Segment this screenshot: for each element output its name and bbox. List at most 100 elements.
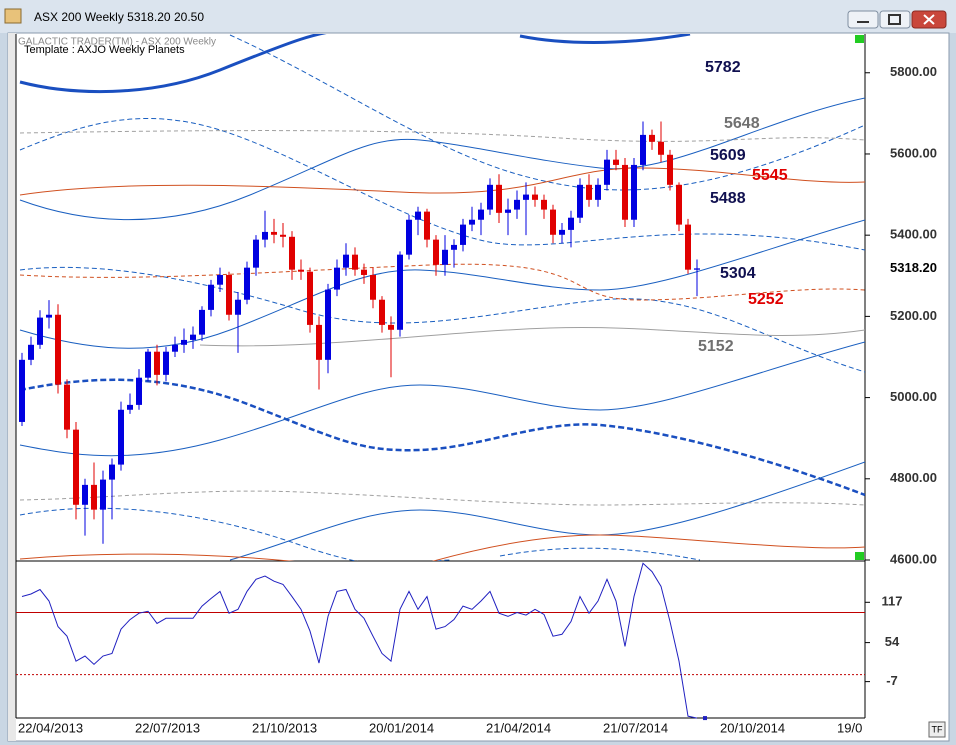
candle-body — [280, 234, 286, 237]
candle-body — [199, 309, 205, 335]
candle-body — [55, 314, 61, 385]
candle-body — [316, 324, 322, 360]
title-bar — [0, 0, 956, 33]
candle-body — [577, 184, 583, 218]
candle-body — [172, 344, 178, 352]
minimize-button[interactable] — [847, 10, 879, 29]
planet-line — [19, 130, 865, 142]
y-tick-label: -7 — [886, 673, 898, 688]
candle-body — [64, 384, 70, 430]
candle-body — [604, 159, 610, 185]
level-label: 5648 — [724, 115, 760, 132]
candle-body — [640, 134, 646, 165]
y-tick-label: 5000.00 — [890, 389, 937, 404]
maximize-icon — [888, 14, 901, 25]
x-tick-label: 19/0 — [837, 720, 862, 735]
candle-body — [532, 194, 538, 200]
candle-body — [118, 409, 124, 465]
candle-body — [262, 231, 268, 240]
candle-body — [352, 254, 358, 270]
candle-body — [568, 217, 574, 230]
last-price-label: 5318.20 — [890, 260, 937, 275]
candle-body — [559, 229, 565, 235]
candle-body — [496, 184, 502, 213]
y-tick-label: 4800.00 — [890, 470, 937, 485]
planet-line — [19, 378, 865, 497]
candle-body — [82, 484, 88, 505]
y-tick-label: 5600.00 — [890, 145, 937, 160]
candle-body — [361, 269, 367, 275]
candle-body — [613, 159, 619, 165]
candle-body — [208, 284, 214, 310]
planet-line — [199, 327, 865, 347]
planet-line — [19, 97, 865, 221]
candle-body — [127, 404, 133, 410]
candle-body — [298, 269, 304, 272]
candle-body — [244, 267, 250, 300]
candle-body — [343, 254, 349, 268]
planet-line — [19, 167, 865, 196]
candle-body — [37, 317, 43, 345]
candle-body — [91, 484, 97, 510]
y-tick-label: 5800.00 — [890, 64, 937, 79]
level-label: 5488 — [710, 190, 746, 207]
candle-body — [424, 211, 430, 240]
planet-line — [519, 34, 691, 44]
pane-marker — [855, 35, 864, 43]
candle-body — [406, 219, 412, 255]
marks: 4600.00 4800.00 5000.00 5200.00 5400.00 5600.… — [16, 59, 942, 735]
x-tick-label: 20/10/2014 — [720, 720, 785, 735]
candle-body — [451, 244, 457, 250]
planet-line — [431, 534, 865, 561]
planet-line — [229, 461, 865, 561]
candle-body — [217, 274, 223, 285]
candle-body — [235, 299, 241, 315]
x-tick-label: 21/07/2014 — [603, 720, 668, 735]
candle-body — [307, 271, 313, 325]
planet-line — [19, 507, 451, 561]
level-label: 5545 — [752, 167, 788, 184]
x-tick-label: 22/07/2013 — [135, 720, 200, 735]
candle-body — [73, 429, 79, 505]
candle-body — [226, 274, 232, 315]
candle-body — [289, 236, 295, 270]
candle-body — [523, 194, 529, 200]
candle-body — [586, 184, 592, 200]
level-label: 5782 — [705, 59, 741, 76]
last-price-box — [870, 260, 942, 277]
planet-line — [19, 263, 865, 301]
planet-line — [19, 118, 865, 251]
candle-body — [100, 479, 106, 510]
candle-body — [487, 184, 493, 210]
tf-button[interactable] — [928, 721, 946, 738]
candle-body — [649, 134, 655, 142]
planet-line — [19, 266, 865, 373]
candle-body — [442, 249, 448, 265]
candle-body — [478, 209, 484, 220]
candle-body — [622, 164, 628, 220]
app-icon — [4, 8, 22, 24]
candle-body — [190, 334, 196, 340]
candle-body — [388, 324, 394, 330]
candle-body — [541, 199, 547, 210]
oscillator-line — [21, 562, 698, 719]
candle-body — [370, 274, 376, 300]
candle-body — [415, 211, 421, 220]
planet-line — [19, 341, 865, 457]
y-tick-label: 54 — [885, 634, 900, 649]
candle-body — [271, 231, 277, 235]
candle-body — [433, 239, 439, 265]
planet-line — [19, 490, 865, 506]
planet-line — [19, 34, 327, 94]
candle-body — [550, 209, 556, 235]
candle-body — [505, 209, 511, 213]
y-tick-label: 4600.00 — [890, 551, 937, 566]
candle-body — [595, 184, 601, 200]
level-label: 5252 — [748, 291, 784, 308]
maximize-button[interactable] — [879, 10, 911, 29]
window-change: 20.50 — [174, 10, 204, 24]
header-line: GALACTIC TRADER(TM) - ASX 200 Weekly — [18, 37, 216, 48]
planet-line — [19, 553, 295, 561]
planet-line — [499, 547, 701, 561]
candle-body — [325, 289, 331, 360]
